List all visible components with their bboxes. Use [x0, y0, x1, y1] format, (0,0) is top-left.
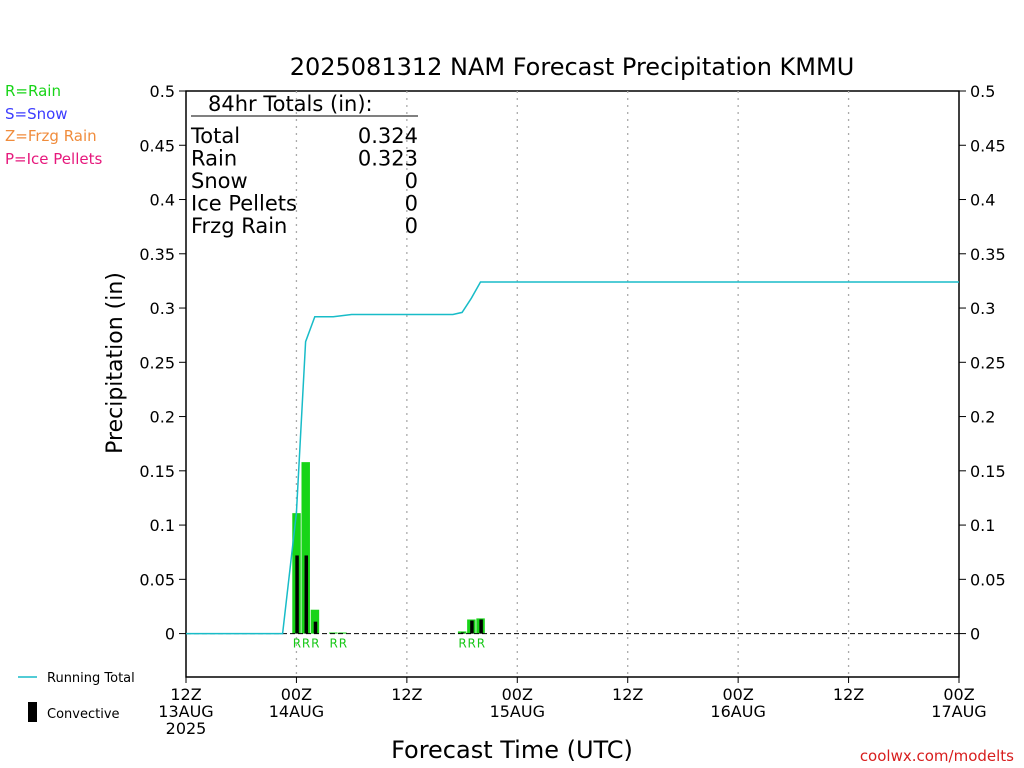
- totals-label: Total: [190, 124, 240, 148]
- bar-label: R: [330, 637, 338, 651]
- x-tick-label: 00Z: [281, 685, 312, 704]
- convective-bars: [295, 555, 483, 634]
- running-total-line: [186, 281, 959, 635]
- totals-header: 84hr Totals (in):: [208, 92, 373, 116]
- bar-label: R: [302, 637, 310, 651]
- totals-rows: Total 0.324 Rain 0.323 Snow 0 Ice Pellets 0 Frzg…: [190, 124, 418, 238]
- totals-label: Frzg Rain: [191, 214, 287, 238]
- legend-frzg: Z=Frzg Rain: [5, 127, 97, 145]
- convective-bar: [304, 555, 309, 634]
- legend-rain: R=Rain: [5, 82, 61, 100]
- y-tick-label-right: 0.5: [970, 82, 995, 101]
- vertical-grid: [295, 91, 850, 677]
- y-tick-label-left: 0.35: [139, 245, 175, 264]
- rain-bar: [338, 632, 347, 634]
- legend-running: Running Total: [47, 671, 135, 686]
- x-tick-label: 12Z: [391, 685, 422, 704]
- legend-convective-swatch: [28, 702, 37, 722]
- totals-box: 84hr Totals (in): Total 0.324 Rain 0.323 Sno…: [190, 92, 418, 238]
- totals-value: 0: [405, 192, 418, 216]
- y-tick-label-right: 0.2: [970, 408, 995, 427]
- y-tick-label-right: 0.15: [970, 462, 1006, 481]
- x-tick-label: 12Z: [833, 685, 864, 704]
- y-tick-label-right: 0.05: [970, 570, 1006, 589]
- legend-ice: P=Ice Pellets: [5, 150, 102, 168]
- bar-label: R: [477, 637, 485, 651]
- legend-snow: S=Snow: [5, 105, 68, 123]
- y-tick-label-right: 0.45: [970, 136, 1006, 155]
- y-tick-label-left: 0.15: [139, 462, 175, 481]
- x-tick-label: 00Z: [943, 685, 974, 704]
- convective-bar: [470, 620, 474, 634]
- convective-bar: [313, 621, 318, 634]
- y-tick-label-left: 0.1: [150, 516, 175, 535]
- y-tick-label-right: 0.25: [970, 353, 1006, 372]
- y-tick-label-left: 0.5: [150, 82, 175, 101]
- rain-bar: [329, 632, 338, 634]
- y-tick-label-left: 0.45: [139, 136, 175, 155]
- y-tick-label-right: 0.1: [970, 516, 995, 535]
- bar-label: R: [458, 637, 466, 651]
- rain-bar: [301, 462, 310, 634]
- plot-frame: [185, 90, 960, 678]
- totals-label: Ice Pellets: [191, 192, 297, 216]
- bar-label: R: [468, 637, 476, 651]
- x-tick-label: 16AUG: [710, 702, 765, 721]
- bar-label: R: [311, 637, 319, 651]
- x-tick-label: 15AUG: [490, 702, 545, 721]
- totals-label: Rain: [191, 147, 237, 171]
- y-tick-label-left: 0.25: [139, 353, 175, 372]
- x-tick-label: 13AUG: [158, 702, 213, 721]
- y-tick-label-left: 0.3: [150, 299, 175, 318]
- totals-value: 0.324: [358, 124, 418, 148]
- convective-bar: [295, 555, 299, 634]
- convective-bar: [460, 632, 465, 634]
- y-axis-label: Precipitation (in): [103, 272, 128, 454]
- y-tick-label-left: 0.05: [139, 570, 175, 589]
- rain-bars: [292, 462, 485, 634]
- y-tick-label-right: 0.35: [970, 245, 1006, 264]
- y-axis-ticks: 0 00.05 0.050.1 0.10.15 0.150.2 0.20.25 0.250.…: [139, 82, 1005, 644]
- totals-value: 0: [405, 214, 418, 238]
- x-tick-label: 00Z: [722, 685, 753, 704]
- credit-text: coolwx.com/modelts: [860, 747, 1014, 765]
- x-tick-label: 00Z: [502, 685, 533, 704]
- x-axis-label: Forecast Time (UTC): [391, 736, 633, 764]
- totals-value: 0.323: [358, 147, 418, 171]
- x-tick-label: 17AUG: [931, 702, 986, 721]
- convective-bar: [479, 619, 483, 634]
- chart-title: 2025081312 NAM Forecast Precipitation KM…: [290, 53, 855, 81]
- legend-convective: Convective: [47, 707, 120, 722]
- totals-value: 0: [405, 169, 418, 193]
- x-tick-label: 2025: [166, 719, 207, 738]
- y-tick-label-left: 0: [165, 625, 175, 644]
- rain-bar: [310, 609, 320, 634]
- y-tick-label-left: 0.2: [150, 408, 175, 427]
- x-tick-label: 12Z: [612, 685, 643, 704]
- bar-label: R: [293, 637, 301, 651]
- bar-label: R: [339, 637, 347, 651]
- y-tick-label-right: 0: [970, 625, 980, 644]
- x-tick-label: 14AUG: [269, 702, 324, 721]
- y-tick-label-left: 0.4: [150, 191, 175, 210]
- x-tick-label: 12Z: [170, 685, 201, 704]
- y-tick-label-right: 0.3: [970, 299, 995, 318]
- totals-label: Snow: [191, 169, 248, 193]
- y-tick-label-right: 0.4: [970, 191, 995, 210]
